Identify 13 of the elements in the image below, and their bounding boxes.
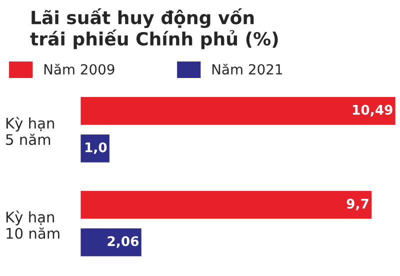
- legend-label: Năm 2009: [44, 64, 114, 75]
- bar: [80, 226, 143, 258]
- data-label: 9,7: [346, 198, 368, 210]
- bar: [80, 96, 396, 126]
- legend-label: Năm 2021: [212, 64, 282, 75]
- data-label: 1,0: [85, 142, 107, 154]
- data-label: 2,06: [108, 236, 139, 248]
- chart-title: Lãi suất huy động vốn trái phiếu Chính phủ (%): [30, 8, 278, 50]
- y-tick-label: Kỳ hạn 5 năm: [6, 116, 54, 146]
- bar: [80, 189, 373, 220]
- bar: [80, 133, 111, 164]
- y-tick-label: Kỳ hạn 10 năm: [6, 210, 60, 239]
- data-label: 10,49: [352, 104, 392, 116]
